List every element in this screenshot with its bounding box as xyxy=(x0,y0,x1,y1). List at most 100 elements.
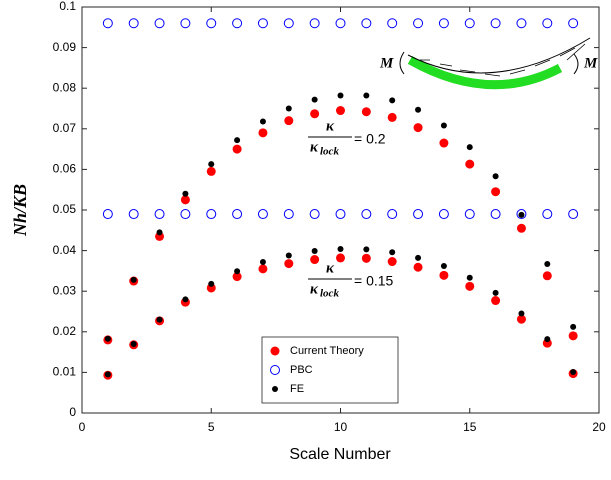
point xyxy=(206,18,217,29)
point xyxy=(570,368,577,375)
inset-label: M xyxy=(379,55,394,71)
x-tick-label: 0 xyxy=(79,420,86,434)
point xyxy=(180,18,191,29)
point xyxy=(208,280,215,287)
point xyxy=(464,209,475,220)
point xyxy=(257,209,268,220)
point xyxy=(154,18,165,29)
point xyxy=(439,138,449,148)
point xyxy=(544,336,551,343)
point xyxy=(232,209,243,220)
inset-moment-arrow xyxy=(573,53,579,75)
annotation-value: = 0.15 xyxy=(354,273,394,289)
point xyxy=(490,209,501,220)
legend-marker xyxy=(270,365,280,375)
legend-label: Current Theory xyxy=(290,345,364,357)
point xyxy=(516,209,527,220)
point xyxy=(466,274,473,281)
point xyxy=(387,209,398,220)
inset-beam xyxy=(407,56,563,90)
point xyxy=(130,276,137,283)
point xyxy=(440,263,447,270)
point xyxy=(180,195,190,205)
point xyxy=(542,209,553,220)
point xyxy=(518,211,525,218)
point xyxy=(492,173,499,180)
point xyxy=(156,229,163,236)
x-tick-label: 5 xyxy=(208,420,215,434)
point xyxy=(309,209,320,220)
point xyxy=(438,18,449,29)
point xyxy=(234,137,241,144)
point xyxy=(336,253,345,263)
y-tick-label: 0.06 xyxy=(53,162,77,176)
y-tick-label: 0.02 xyxy=(53,324,77,338)
point xyxy=(568,18,579,29)
point xyxy=(258,128,268,138)
legend-marker xyxy=(272,386,278,392)
point xyxy=(208,161,215,168)
point xyxy=(284,259,294,269)
annotation-value: = 0.2 xyxy=(354,131,386,147)
point xyxy=(310,109,320,119)
point xyxy=(259,258,266,265)
point xyxy=(284,116,294,126)
annotation-denominator: κ xyxy=(310,139,319,155)
point xyxy=(310,255,320,265)
point xyxy=(154,209,165,220)
x-tick-label: 10 xyxy=(334,420,348,434)
point xyxy=(465,159,475,169)
point xyxy=(516,314,526,324)
point xyxy=(413,123,423,133)
point xyxy=(490,18,501,29)
legend-label: PBC xyxy=(290,364,313,376)
y-tick-label: 0.08 xyxy=(53,80,77,94)
point xyxy=(568,331,578,341)
point xyxy=(542,18,553,29)
point xyxy=(335,18,346,29)
point xyxy=(363,246,370,253)
y-axis-label: Nh/KB xyxy=(10,184,30,237)
point xyxy=(336,106,345,116)
y-tick-label: 0.05 xyxy=(53,202,77,216)
point xyxy=(206,166,216,176)
point xyxy=(104,371,111,378)
point xyxy=(309,18,320,29)
point xyxy=(361,18,372,29)
point xyxy=(387,257,397,267)
point xyxy=(464,18,475,29)
point xyxy=(413,18,424,29)
point xyxy=(285,105,292,112)
x-tick-label: 20 xyxy=(592,420,606,434)
point xyxy=(568,209,579,220)
point xyxy=(516,223,526,233)
point xyxy=(156,316,163,323)
point xyxy=(518,310,525,317)
y-tick-label: 0.07 xyxy=(53,121,77,135)
point xyxy=(361,209,372,220)
point xyxy=(257,18,268,29)
inset-moment-arrow xyxy=(399,51,405,75)
point xyxy=(232,272,242,282)
y-tick-label: 0.03 xyxy=(53,283,77,297)
point xyxy=(387,18,398,29)
x-axis-label: Scale Number xyxy=(289,446,391,463)
point xyxy=(180,209,191,220)
point xyxy=(335,209,346,220)
point xyxy=(542,271,552,281)
inset-label: M xyxy=(583,55,598,71)
annotation-numerator: κ xyxy=(326,260,335,276)
point xyxy=(182,190,189,197)
point xyxy=(466,144,473,151)
point xyxy=(283,209,294,220)
point xyxy=(311,248,318,255)
point xyxy=(440,122,447,129)
annotation-subscript: lock xyxy=(320,146,339,158)
point xyxy=(102,18,113,29)
point xyxy=(258,264,268,274)
point xyxy=(516,18,527,29)
y-tick-label: 0.1 xyxy=(59,0,76,13)
point xyxy=(285,252,292,259)
point xyxy=(363,92,370,99)
point xyxy=(234,268,241,275)
